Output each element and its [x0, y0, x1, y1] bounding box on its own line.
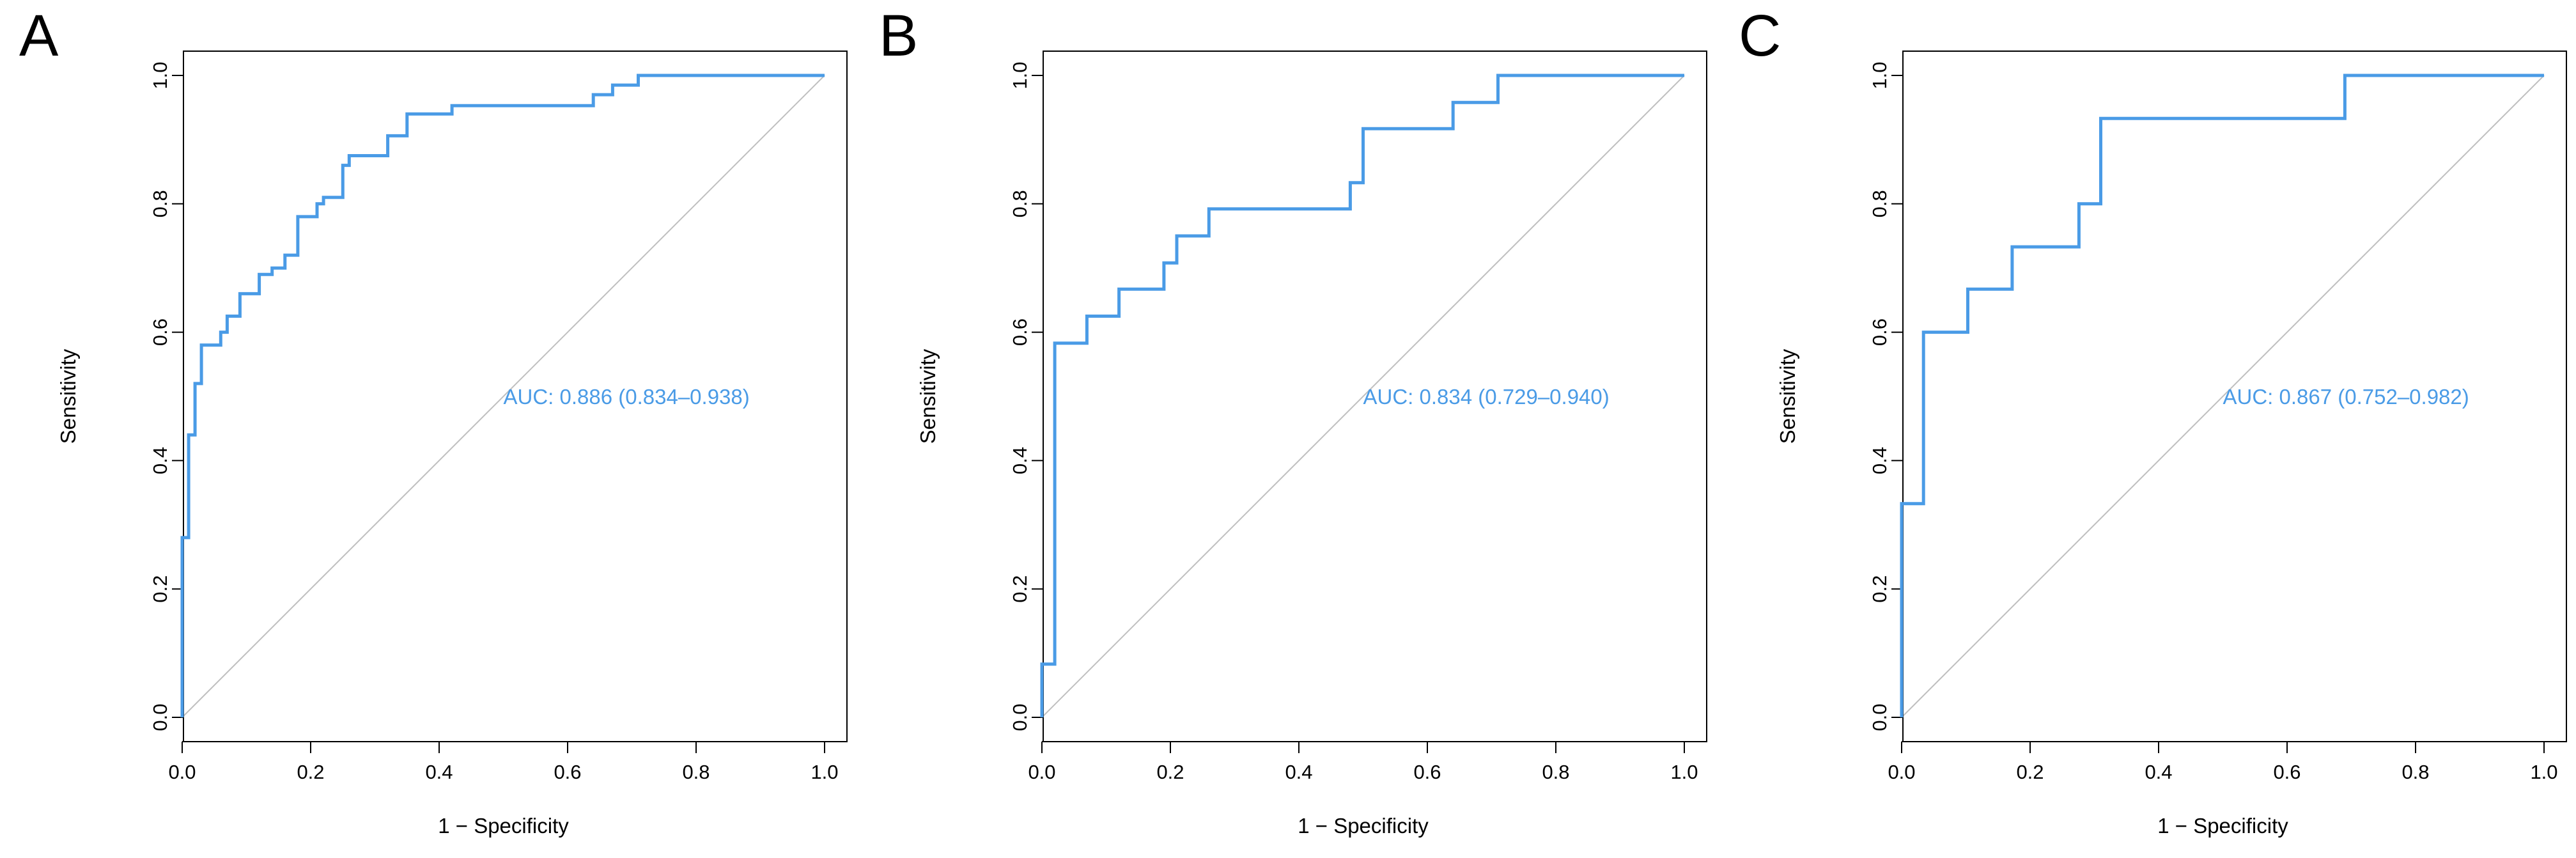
reference-diagonal [1901, 75, 2545, 718]
auc-annotation: AUC: 0.886 (0.834–0.938) [504, 385, 750, 409]
roc-curve [1900, 74, 2544, 717]
roc-chart-b: 0.0 0.2 0.4 0.6 0.8 1.0 0.0 0.2 0.4 0.6 0.8 1.0 1 − … [916, 51, 1707, 838]
y-axis-title: Sensitivity [1776, 348, 1799, 444]
x-tick-label: 0.8 [1542, 761, 1569, 783]
reference-diagonal [182, 75, 825, 718]
x-tick-label: 0.8 [2401, 761, 2429, 783]
x-tick-label: 0.4 [2145, 761, 2172, 783]
x-tick-label: 0.8 [682, 761, 710, 783]
y-tick-label: 0.8 [149, 190, 171, 217]
y-tick-label: 0.6 [149, 318, 171, 346]
roc-panel-b: B 0.0 0.2 0.4 0.6 0.8 1.0 0.0 0.2 0.4 0.6 0.8 1.0 1 … [860, 0, 1716, 858]
roc-curve [1040, 74, 1684, 717]
x-tick-label: 0.4 [1285, 761, 1312, 783]
x-tick-label: 0.2 [297, 761, 324, 783]
auc-annotation: AUC: 0.834 (0.729–0.940) [1363, 385, 1610, 409]
panel-label-b: B [879, 3, 919, 68]
y-tick-label: 0.2 [1868, 575, 1891, 603]
roc-chart-c: 0.0 0.2 0.4 0.6 0.8 1.0 0.0 0.2 0.4 0.6 0.8 1.0 1 − … [1776, 51, 2567, 838]
x-tick-label: 0.0 [168, 761, 196, 783]
x-tick-label: 1.0 [2530, 761, 2557, 783]
auc-annotation: AUC: 0.867 (0.752–0.982) [2223, 385, 2469, 409]
x-tick-label: 0.0 [1028, 761, 1055, 783]
x-axis-title: 1 − Specificity [438, 814, 569, 838]
y-tick-label: 1.0 [149, 61, 171, 89]
panel-label-a: A [19, 3, 59, 68]
y-tick-label: 0.8 [1009, 190, 1031, 217]
x-tick-label: 0.6 [554, 761, 581, 783]
y-tick-label: 0.2 [1009, 575, 1031, 603]
x-axis-title: 1 − Specificity [1298, 814, 1429, 838]
y-tick-label: 0.4 [1009, 447, 1031, 474]
y-axis-title: Sensitivity [56, 348, 80, 444]
x-tick-label: 0.4 [425, 761, 453, 783]
y-tick-label: 0.2 [149, 575, 171, 603]
y-tick-label: 0.6 [1009, 318, 1031, 346]
roc-chart-a: 0.0 0.2 0.4 0.6 0.8 1.0 0.0 0.2 0.4 0.6 0.8 1.0 1 − … [56, 51, 848, 838]
y-tick-label: 0.0 [149, 703, 171, 731]
roc-panel-c: C 0.0 0.2 0.4 0.6 0.8 1.0 0.0 0.2 0.4 0.6 0.8 1.0 1 … [1719, 0, 2576, 858]
x-tick-label: 0.6 [2273, 761, 2301, 783]
y-tick-label: 1.0 [1009, 61, 1031, 89]
y-tick-label: 0.0 [1009, 703, 1031, 731]
x-tick-label: 0.0 [1888, 761, 1915, 783]
y-tick-label: 0.8 [1868, 190, 1891, 217]
x-tick-label: 1.0 [1670, 761, 1698, 783]
y-tick-label: 0.4 [1868, 447, 1891, 474]
y-tick-label: 0.4 [149, 447, 171, 474]
x-tick-label: 0.2 [2016, 761, 2044, 783]
x-axis-title: 1 − Specificity [2157, 814, 2288, 838]
roc-panel-a: A 0.0 0.2 0.4 0.6 0.8 1.0 0.0 0.2 0.4 0.6 0.8 1.0 1 … [0, 0, 857, 858]
y-tick-label: 0.0 [1868, 703, 1891, 731]
roc-curve [180, 74, 825, 717]
y-tick-label: 0.6 [1868, 318, 1891, 346]
y-axis-title: Sensitivity [916, 348, 940, 444]
reference-diagonal [1041, 75, 1685, 718]
x-tick-label: 0.2 [1156, 761, 1184, 783]
panel-label-c: C [1739, 3, 1781, 68]
x-tick-label: 0.6 [1413, 761, 1441, 783]
x-tick-label: 1.0 [811, 761, 838, 783]
y-tick-label: 1.0 [1868, 61, 1891, 89]
